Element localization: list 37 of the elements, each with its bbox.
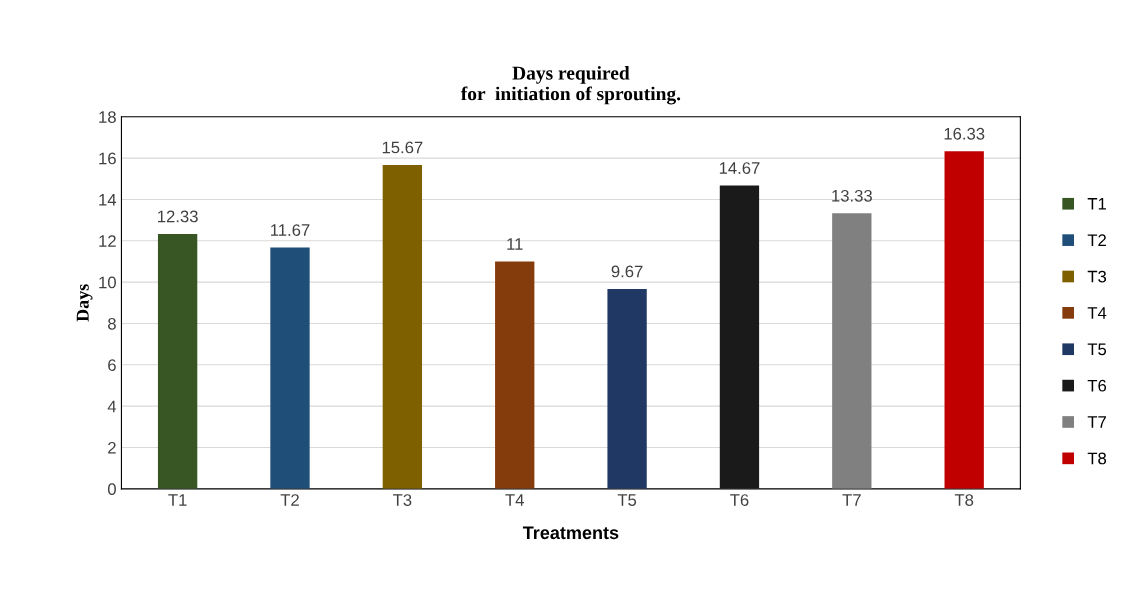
data-label: 16.33: [944, 127, 985, 140]
y-tick-label: 4: [107, 400, 117, 413]
legend-label: T2: [1087, 234, 1106, 246]
legend-label: T8: [1087, 452, 1107, 465]
x-tick-label: T6: [730, 494, 749, 506]
data-label: 11.67: [271, 224, 310, 236]
data-label: 11: [507, 238, 523, 250]
x-tick-label: T4: [505, 494, 524, 506]
legend-label: T1: [1087, 198, 1106, 210]
legend-label: T3: [1087, 270, 1107, 283]
x-tick-label: T8: [954, 494, 974, 506]
x-axis-title: Treatments: [522, 526, 619, 540]
y-tick-label: 8: [108, 317, 116, 330]
x-tick-label: T5: [617, 494, 637, 506]
data-label: 9.67: [611, 265, 643, 278]
y-tick-label: 0: [107, 483, 116, 496]
x-tick-label: T3: [393, 494, 412, 506]
legend-label: T6: [1087, 379, 1107, 392]
data-label: 14.67: [719, 162, 760, 174]
data-label: 15.67: [382, 141, 423, 154]
x-tick-label: T2: [280, 494, 299, 506]
legend-label: T4: [1087, 307, 1107, 319]
y-tick-label: 16: [99, 152, 116, 165]
y-tick-label: 2: [108, 441, 116, 454]
legend-label: T5: [1087, 343, 1107, 356]
data-label: 12.33: [158, 210, 198, 223]
y-tick-label: 10: [99, 276, 116, 289]
y-tick-label: 12: [99, 235, 116, 247]
y-tick-label: 14: [99, 194, 117, 206]
chart-title: Days required for initiation of sprouting.: [460, 66, 681, 105]
x-tick-label: T7: [842, 494, 861, 506]
y-axis-title: Days: [76, 284, 93, 322]
y-tick-label: 18: [99, 111, 116, 123]
y-tick-label: 6: [108, 359, 116, 372]
data-label: 13.33: [832, 189, 872, 202]
legend-label: T7: [1087, 416, 1106, 428]
x-tick-label: T1: [168, 494, 187, 506]
